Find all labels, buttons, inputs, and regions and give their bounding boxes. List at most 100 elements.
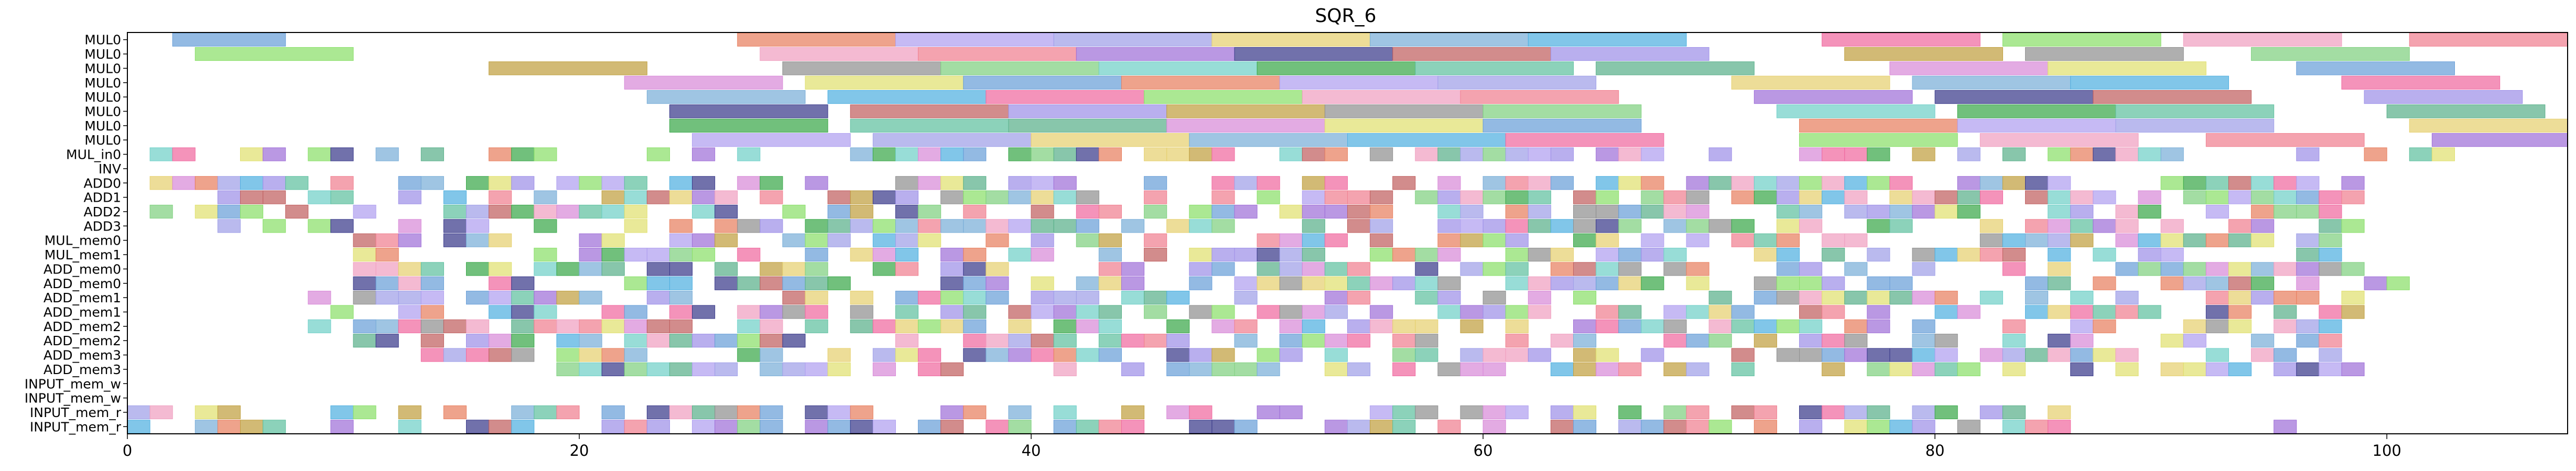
short-task-bar bbox=[1347, 219, 1371, 233]
short-task-bar bbox=[1979, 405, 2003, 420]
short-task-bar bbox=[2093, 319, 2116, 333]
short-task-bar bbox=[1799, 319, 1823, 333]
short-task-bar bbox=[2251, 276, 2275, 290]
short-task-bar bbox=[1211, 247, 1235, 262]
short-task-bar bbox=[1957, 204, 1980, 219]
y-tick-label: ADD3 bbox=[83, 218, 121, 234]
short-task-bar bbox=[1754, 420, 1777, 434]
short-task-bar bbox=[940, 291, 964, 305]
short-task-bar bbox=[2183, 319, 2206, 333]
short-task-bar bbox=[1596, 276, 1619, 290]
short-task-bar bbox=[1957, 305, 1980, 319]
task-bar bbox=[2409, 118, 2568, 133]
short-task-bar bbox=[353, 233, 376, 247]
short-task-bar bbox=[2070, 233, 2094, 247]
short-task-bar bbox=[1528, 147, 1551, 161]
short-task-bar bbox=[805, 362, 828, 376]
short-task-bar bbox=[1189, 204, 1213, 219]
short-task-bar bbox=[624, 176, 647, 190]
task-bar bbox=[2048, 61, 2206, 75]
y-tick-label: ADD_mem2 bbox=[44, 319, 121, 334]
short-task-bar bbox=[443, 319, 467, 333]
short-task-bar bbox=[1641, 247, 1664, 262]
short-task-bar bbox=[1392, 276, 1416, 290]
short-task-bar bbox=[940, 420, 964, 434]
short-task-bar bbox=[1979, 176, 2003, 190]
short-task-bar bbox=[737, 305, 761, 319]
task-bar bbox=[1799, 133, 1958, 147]
short-task-bar bbox=[692, 204, 716, 219]
short-task-bar bbox=[827, 276, 851, 290]
short-task-bar bbox=[1076, 190, 1099, 204]
short-task-bar bbox=[466, 348, 490, 362]
short-task-bar bbox=[1505, 305, 1529, 319]
short-task-bar bbox=[895, 291, 919, 305]
short-task-bar bbox=[2115, 362, 2139, 376]
short-task-bar bbox=[624, 190, 647, 204]
task-bar bbox=[1822, 32, 1980, 47]
short-task-bar bbox=[511, 420, 535, 434]
x-axis: 0 20 40 60 80 100 bbox=[123, 434, 2401, 459]
short-task-bar bbox=[1008, 176, 1032, 190]
short-task-bar bbox=[353, 319, 376, 333]
short-task-bar bbox=[805, 291, 828, 305]
short-task-bar bbox=[827, 420, 851, 434]
short-task-bar bbox=[1347, 190, 1371, 204]
task-bar bbox=[1731, 75, 1890, 90]
short-task-bar bbox=[2341, 305, 2365, 319]
short-task-bar bbox=[2205, 348, 2229, 362]
short-task-bar bbox=[1754, 405, 1777, 420]
short-task-bar bbox=[1912, 247, 1935, 262]
short-task-bar bbox=[1053, 334, 1077, 348]
short-task-bar bbox=[1641, 190, 1664, 204]
short-task-bar bbox=[963, 190, 987, 204]
short-task-bar bbox=[1121, 219, 1145, 233]
short-task-bar bbox=[850, 319, 873, 333]
short-task-bar bbox=[1618, 247, 1642, 262]
short-task-bar bbox=[489, 233, 512, 247]
short-task-bar bbox=[1844, 334, 1868, 348]
task-bar bbox=[963, 75, 1122, 90]
short-task-bar bbox=[2205, 319, 2229, 333]
short-task-bar bbox=[1211, 176, 1235, 190]
task-bar bbox=[1957, 118, 2116, 133]
short-task-bar bbox=[895, 219, 919, 233]
short-task-bar bbox=[2025, 176, 2049, 190]
short-task-bar bbox=[805, 276, 828, 290]
short-task-bar bbox=[353, 334, 376, 348]
short-task-bar bbox=[1686, 334, 1709, 348]
short-task-bar bbox=[1370, 219, 1393, 233]
short-task-bar bbox=[466, 334, 490, 348]
short-task-bar bbox=[2251, 334, 2275, 348]
short-task-bar bbox=[715, 219, 738, 233]
short-task-bar bbox=[2025, 305, 2049, 319]
short-task-bar bbox=[1098, 233, 1122, 247]
short-task-bar bbox=[2205, 190, 2229, 204]
short-task-bar bbox=[1822, 305, 1845, 319]
short-task-bar bbox=[2070, 305, 2094, 319]
short-task-bar bbox=[1347, 204, 1371, 219]
short-task-bar bbox=[1731, 176, 1755, 190]
short-task-bar bbox=[2274, 262, 2297, 276]
short-task-bar bbox=[1799, 176, 1823, 190]
short-task-bar bbox=[963, 247, 987, 262]
short-task-bar bbox=[1324, 176, 1348, 190]
short-task-bar bbox=[760, 348, 783, 362]
short-task-bar bbox=[2205, 362, 2229, 376]
short-task-bar bbox=[1324, 276, 1348, 290]
short-task-bar bbox=[1618, 319, 1642, 333]
short-task-bar bbox=[918, 204, 941, 219]
short-task-bar bbox=[1844, 291, 1868, 305]
short-task-bar bbox=[466, 176, 490, 190]
short-task-bar bbox=[1844, 420, 1868, 434]
short-task-bar bbox=[1844, 348, 1868, 362]
short-task-bar bbox=[375, 334, 399, 348]
short-task-bar bbox=[1257, 348, 1280, 362]
short-task-bar bbox=[2025, 291, 2049, 305]
short-task-bar bbox=[601, 348, 625, 362]
short-task-bar bbox=[1573, 276, 1597, 290]
short-task-bar bbox=[308, 219, 331, 233]
short-task-bar bbox=[1211, 262, 1235, 276]
short-task-bar bbox=[398, 420, 421, 434]
short-task-bar bbox=[1460, 233, 1484, 247]
